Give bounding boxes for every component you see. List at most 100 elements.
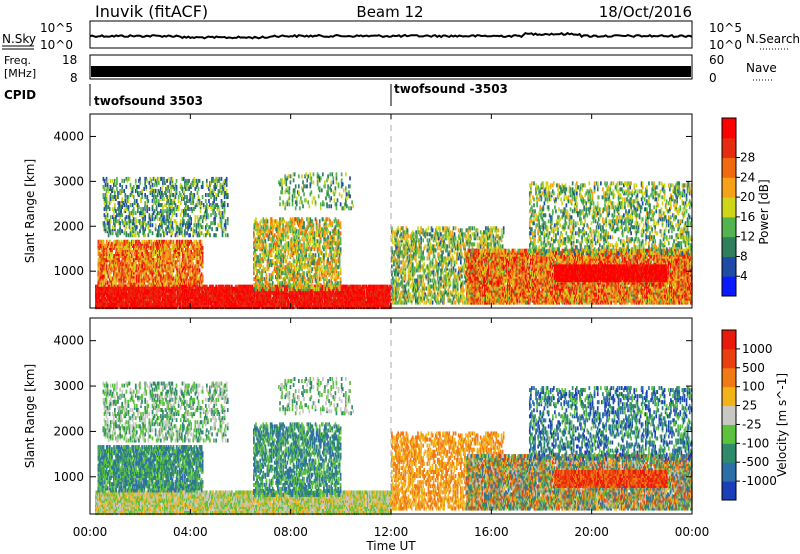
power-cell [166,189,168,193]
power-cell [225,233,227,237]
power-cell [109,223,111,227]
power-cell [176,179,178,183]
power-cell [114,203,116,207]
power-cell [107,270,109,274]
power-cell [199,268,201,272]
power-cell [205,193,207,197]
power-cell [144,227,146,231]
power-cell [152,231,154,235]
cpid-entry-1: twofsound 3503 [94,94,203,108]
power-cell [126,231,128,235]
power-cell [110,197,112,201]
power-scatter-cells [95,172,693,309]
power-cell [189,233,191,237]
power-cell [183,219,185,223]
power-cell [160,233,162,237]
power-cell [193,177,195,181]
power-cell [197,215,199,219]
power-cell [174,187,176,191]
power-cell [183,177,185,181]
power-cell [126,185,128,189]
power-cell [133,240,135,244]
date-title: 18/Oct/2016 [599,3,692,21]
power-cell [130,183,132,187]
power-cell [227,217,229,221]
power-cell [202,254,204,258]
power-cell [157,217,159,221]
power-cell [138,185,140,189]
power-cell [203,233,205,237]
power-cell [135,211,137,215]
power-cell [138,191,140,195]
power-cell [202,219,204,223]
power-cell [147,233,149,237]
power-cell [158,246,160,250]
power-cell [143,187,145,191]
cpid-panel: CPID twofsound 3503 twofsound -3503 [4,82,508,108]
power-cell [211,221,213,225]
power-cell [156,199,158,203]
power-cell [167,199,169,203]
freq-left-tick-top: 18 [62,53,77,67]
power-cell [116,177,118,181]
power-cell [129,177,131,181]
power-cell [173,240,175,244]
power-cell [136,199,138,203]
power-cell [224,195,226,199]
power-cell [110,179,112,183]
power-cell [107,281,109,285]
power-cell [185,211,187,215]
power-cell [215,193,217,197]
power-cell [145,223,147,227]
power-cell [136,225,138,229]
power-cell [163,215,165,219]
power-cell [186,231,188,235]
power-cell [222,211,224,215]
power-cell [123,203,125,207]
freq-right-tick-bottom: 0 [709,71,717,85]
power-cell [173,227,175,231]
power-cell [128,205,130,209]
cpid-entry-2: twofsound -3503 [394,82,508,96]
power-cell [114,191,116,195]
power-cell [133,244,135,248]
power-cell [183,189,185,193]
power-cell [223,227,225,231]
power-cell [205,199,207,203]
cpid-label: CPID [4,88,36,102]
power-cell [120,209,122,213]
power-cell [162,205,164,209]
power-cell [187,272,189,276]
power-cell [173,277,175,281]
power-cell [110,185,112,189]
power-cell [158,181,160,185]
power-cell [178,195,180,199]
power-cell [133,195,135,199]
power-cell [198,187,200,191]
power-cell [133,211,135,215]
power-cell [216,183,218,187]
power-cell [133,227,135,231]
power-cell [126,215,128,219]
power-cell [190,221,192,225]
nsearch-label: N.Search [746,32,800,46]
power-cell [130,219,132,223]
nsky-right-tick-top: 10^5 [709,21,742,35]
power-cell [103,240,105,244]
power-cell [155,227,157,231]
power-cell [109,207,111,211]
freq-label-line1: Freq. [4,54,31,67]
power-cell [257,275,259,279]
power-cell [175,203,177,207]
nsky-trace [90,33,692,38]
power-cell [197,201,199,205]
power-cell [144,201,146,205]
freq-label-line2: [MHz] [4,67,36,80]
power-cell [116,219,118,223]
power-cell [189,197,191,201]
power-cell [112,225,114,229]
power-cell [215,233,217,237]
power-cell [219,207,221,211]
power-cell [144,181,146,185]
power-cell [226,177,228,181]
